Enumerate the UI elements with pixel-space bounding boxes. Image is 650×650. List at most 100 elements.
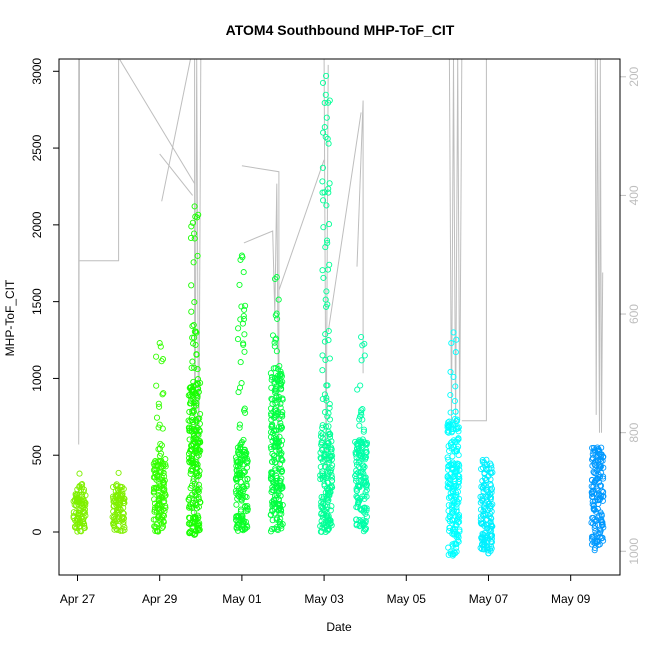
data-point	[361, 477, 368, 484]
data-point	[321, 456, 328, 463]
data-point	[156, 445, 163, 452]
data-point	[156, 421, 163, 428]
data-point	[324, 442, 331, 450]
data-point	[445, 456, 452, 463]
data-point	[234, 449, 242, 456]
data-point	[326, 355, 333, 362]
data-point	[591, 516, 598, 523]
data-point	[110, 498, 117, 505]
data-point	[323, 397, 330, 404]
data-point	[119, 527, 126, 534]
data-point	[456, 475, 463, 482]
data-point	[273, 480, 280, 487]
data-point	[277, 404, 284, 411]
data-point	[116, 501, 123, 508]
data-point	[328, 444, 335, 451]
data-point	[484, 547, 491, 554]
x-tick-label: May 03	[304, 592, 344, 606]
data-point	[161, 498, 168, 505]
data-point	[360, 428, 367, 435]
data-point	[453, 417, 460, 424]
data-point	[359, 436, 366, 443]
x-tick-label: May 05	[387, 592, 427, 606]
data-point	[596, 463, 604, 471]
x-tick-label: May 07	[469, 592, 509, 606]
data-point	[159, 356, 167, 363]
data-point	[82, 492, 89, 499]
data-point	[328, 503, 335, 510]
data-point	[186, 514, 193, 521]
data-point	[153, 382, 160, 389]
data-point	[589, 456, 596, 463]
data-point	[589, 462, 596, 469]
data-point	[150, 467, 157, 474]
depth-line	[461, 58, 489, 422]
data-point	[592, 458, 599, 465]
data-point	[326, 180, 333, 187]
data-point	[446, 527, 453, 534]
data-point	[478, 536, 485, 543]
data-point	[327, 507, 334, 514]
data-point	[598, 487, 605, 494]
data-point	[363, 441, 370, 448]
data-point	[358, 411, 365, 419]
data-point	[483, 456, 490, 463]
data-point	[455, 436, 462, 443]
data-point	[357, 382, 364, 389]
data-point	[277, 380, 284, 387]
data-point	[243, 458, 250, 465]
data-point	[156, 403, 163, 410]
data-point	[447, 494, 454, 501]
data-point	[360, 426, 368, 433]
data-point	[275, 296, 282, 303]
data-point	[590, 506, 597, 513]
data-point	[268, 469, 275, 476]
data-point	[451, 448, 458, 455]
data-point	[322, 423, 329, 430]
x-tick-label: May 09	[551, 592, 591, 606]
data-point	[360, 521, 367, 528]
data-point	[319, 472, 326, 479]
data-point	[591, 479, 598, 486]
data-point	[328, 438, 335, 445]
data-point	[276, 446, 283, 454]
data-point	[277, 419, 284, 427]
data-point	[481, 470, 488, 477]
data-point	[600, 524, 607, 531]
data-point	[488, 527, 495, 534]
data-point	[447, 368, 454, 375]
data-point	[162, 463, 169, 470]
data-point	[161, 508, 168, 515]
data-point	[320, 129, 327, 136]
data-point	[274, 443, 281, 450]
data-point	[269, 458, 276, 465]
data-point	[455, 519, 462, 526]
data-point	[453, 336, 460, 343]
data-point	[354, 386, 361, 393]
data-point	[76, 470, 83, 477]
data-point	[450, 425, 457, 433]
data-point	[325, 185, 332, 192]
data-point	[324, 469, 331, 476]
data-point	[329, 462, 336, 469]
data-point	[323, 114, 330, 121]
data-point	[156, 494, 163, 501]
data-point	[488, 539, 495, 546]
data-point	[192, 492, 199, 499]
data-point	[452, 408, 459, 415]
data-point	[448, 445, 455, 452]
data-point	[487, 460, 494, 467]
data-point	[487, 487, 494, 494]
data-point	[452, 349, 459, 356]
data-point	[196, 467, 203, 475]
data-point	[323, 288, 330, 295]
data-point	[188, 417, 196, 424]
data-point	[189, 334, 196, 341]
data-point	[477, 499, 484, 506]
data-point	[600, 453, 607, 460]
data-point	[189, 491, 196, 498]
data-point	[112, 515, 119, 522]
data-point	[80, 518, 87, 525]
data-point	[449, 504, 456, 511]
data-point	[321, 409, 329, 416]
